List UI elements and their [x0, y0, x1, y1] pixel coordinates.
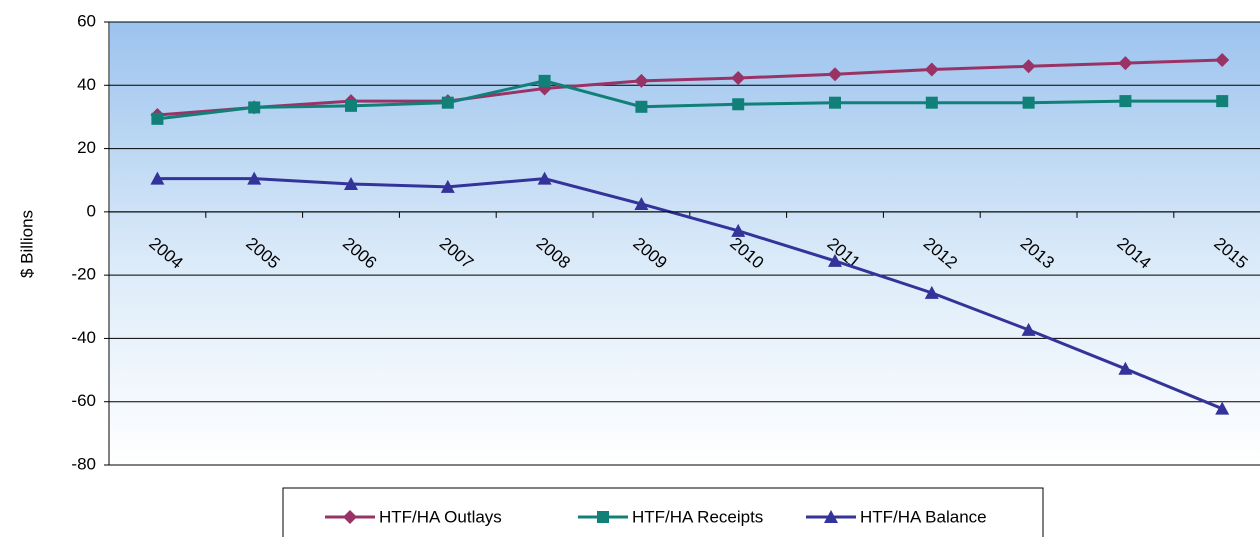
series-marker [247, 171, 262, 185]
legend [282, 487, 1044, 537]
y-tick-label: 20 [77, 138, 96, 157]
series-marker [828, 67, 842, 82]
series-marker [1215, 52, 1230, 67]
legend-marker [824, 510, 838, 523]
legend-marker [343, 510, 357, 524]
series-marker [538, 74, 551, 87]
y-tick-label: -20 [71, 265, 96, 284]
series-marker [1216, 95, 1229, 108]
legend-label: HTF/HA Outlays [379, 507, 502, 526]
series-marker [344, 177, 358, 191]
series-marker [924, 62, 939, 77]
series-marker [1022, 96, 1035, 109]
series-line [157, 79, 1223, 121]
series-marker [1118, 56, 1133, 71]
series-line [157, 58, 1223, 117]
series-marker [440, 179, 455, 193]
series-marker [829, 96, 841, 109]
y-tick-label: 60 [77, 11, 96, 30]
series-marker [828, 253, 842, 267]
y-tick-label: -60 [71, 391, 96, 410]
series-marker [151, 112, 164, 125]
series-marker [634, 73, 649, 88]
series-marker [1118, 361, 1133, 375]
legend-marker [597, 511, 609, 523]
series-marker [1021, 59, 1036, 74]
series-marker [537, 171, 552, 185]
series-marker [150, 171, 165, 185]
series-marker [731, 71, 746, 86]
y-axis-label: $ Billions [17, 210, 36, 278]
legend-label: HTF/HA Balance [860, 507, 987, 526]
y-tick-label: -40 [71, 328, 96, 347]
series-marker [1119, 95, 1132, 108]
plot-area [110, 22, 1260, 465]
series-marker [1215, 401, 1230, 415]
series-marker [248, 101, 261, 114]
series-marker [635, 100, 648, 113]
series-marker [731, 223, 746, 237]
series-marker [441, 96, 454, 109]
y-tick-label: 40 [77, 75, 96, 94]
series-marker [1021, 322, 1036, 336]
legend-label: HTF/HA Receipts [632, 507, 763, 526]
series-marker [732, 98, 745, 111]
y-tick-label: -80 [71, 454, 96, 473]
y-tick-label: 0 [87, 201, 96, 220]
series-marker [345, 99, 357, 112]
series-marker [924, 285, 939, 299]
series-line [157, 177, 1223, 411]
series-marker [634, 196, 649, 210]
series-marker [925, 96, 938, 109]
